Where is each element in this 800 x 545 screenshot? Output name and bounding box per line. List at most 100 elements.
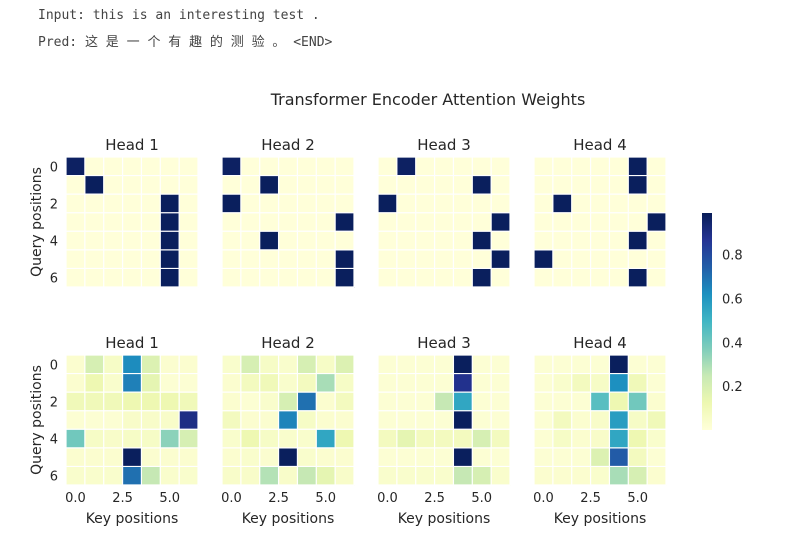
heatmap-cell (103, 447, 123, 467)
heatmap-cell (316, 194, 336, 214)
heatmap-cell (472, 157, 492, 176)
heatmap-cell (434, 268, 454, 288)
heatmap-cell (335, 373, 355, 393)
heatmap-cell (278, 355, 298, 374)
heatmap-cell (534, 410, 554, 430)
heatmap-cell (160, 268, 180, 288)
heatmap-cell (122, 268, 142, 288)
heatmap-cell (122, 355, 142, 374)
heatmap-cell (552, 249, 573, 269)
heatmap-cell (141, 410, 161, 430)
heatmap-cell (552, 231, 573, 251)
heatmap-cell (491, 249, 511, 269)
heatmap-cell (66, 392, 86, 412)
heatmap-cell (378, 157, 398, 176)
heatmap-cell (472, 429, 492, 449)
heatmap-cell (141, 175, 161, 195)
heatmap-cell (335, 212, 355, 232)
heatmap-cell (534, 175, 554, 195)
heatmap-cell (335, 194, 355, 214)
heatmap-cell (378, 355, 398, 374)
heatmap-cell (316, 355, 336, 374)
heatmap-cell (84, 429, 105, 449)
heatmap-cell (66, 466, 86, 486)
heatmap-cell (590, 429, 610, 449)
heatmap-cell (491, 175, 511, 195)
heatmap-cell (491, 355, 511, 374)
heatmap-cell (491, 194, 511, 214)
heatmap-cell (122, 373, 142, 393)
heatmap-cell (240, 466, 261, 486)
heatmap-cell (141, 447, 161, 467)
heatmap-cell (647, 466, 667, 486)
heatmap-cell (259, 157, 279, 176)
heatmap-cell (335, 268, 355, 288)
heatmap-cell (222, 410, 242, 430)
heatmap-cell (534, 157, 554, 176)
heatmap-cell (316, 447, 336, 467)
heatmap-cell (259, 392, 279, 412)
heatmap-cell (160, 392, 180, 412)
heatmap-cell (222, 373, 242, 393)
y-tick-label: 2 (50, 395, 58, 410)
heatmap-cell (297, 194, 317, 214)
heatmap-cell (179, 429, 199, 449)
heatmap-cell (396, 466, 417, 486)
x-axis-label: Key positions (86, 511, 179, 527)
heatmap-cell (179, 231, 199, 251)
heatmap-cell (472, 212, 492, 232)
y-tick-label: 0 (50, 358, 58, 373)
colorbar: 0.2 0.4 0.6 0.8 (702, 213, 743, 430)
heatmap-cell (415, 249, 435, 269)
x-axis-label: Key positions (554, 511, 647, 527)
heatmap-cell (609, 447, 629, 467)
heatmap-cell (491, 212, 511, 232)
heatmap-cell (335, 175, 355, 195)
heatmap-cell (278, 429, 298, 449)
heatmap-cell (259, 268, 279, 288)
heatmap-cell (297, 355, 317, 374)
heatmap-cell (609, 466, 629, 486)
heatmap-cell (297, 175, 317, 195)
figure-title: Transformer Encoder Attention Weights (270, 90, 586, 109)
heatmap-cell (647, 410, 667, 430)
heatmap-cell (628, 355, 648, 374)
heatmap-cell (453, 268, 473, 288)
panel-title: Head 4 (573, 136, 627, 154)
heatmap-cell (647, 157, 667, 176)
heatmap-cell (434, 410, 454, 430)
x-tick-label: 0.0 (377, 491, 398, 506)
heatmap-cell (66, 157, 86, 176)
heatmap-cell (240, 268, 261, 288)
heatmap-cell (103, 410, 123, 430)
heatmap-cell (84, 212, 105, 232)
heatmap-cell (378, 392, 398, 412)
panel-title: Head 4 (573, 334, 627, 352)
heatmap-cell (434, 355, 454, 374)
heatmap-cell (335, 466, 355, 486)
x-tick-label: 5.0 (159, 491, 180, 506)
heatmap-cell (434, 231, 454, 251)
heatmap-cell (259, 410, 279, 430)
heatmap-cell (141, 466, 161, 486)
heatmap-cell (259, 373, 279, 393)
heatmap-cell (628, 373, 648, 393)
x-tick-label: 2.5 (268, 491, 289, 506)
heatmap-cell (491, 268, 511, 288)
heatmap-cell (84, 410, 105, 430)
heatmap-cell (534, 447, 554, 467)
heatmap-cell (453, 194, 473, 214)
panel-title: Head 3 (417, 136, 471, 154)
heatmap-cell (297, 447, 317, 467)
heatmap-cell (278, 268, 298, 288)
heatmap-cell (628, 175, 648, 195)
heatmap-cell (278, 231, 298, 251)
heatmap-cell (472, 175, 492, 195)
heatmap-cell (222, 249, 242, 269)
heatmap-cell (66, 231, 86, 251)
heatmap-cell (222, 429, 242, 449)
heatmap-cell (628, 429, 648, 449)
heatmap-cell (103, 249, 123, 269)
heatmap-cell (278, 410, 298, 430)
